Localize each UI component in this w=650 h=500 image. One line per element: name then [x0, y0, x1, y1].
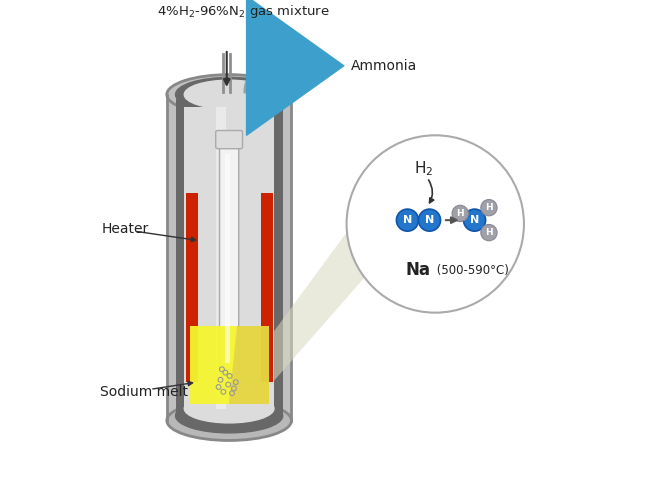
Bar: [190, 326, 268, 404]
Text: (500-590°C): (500-590°C): [433, 264, 509, 276]
Text: H: H: [456, 209, 464, 218]
Polygon shape: [264, 210, 369, 384]
Text: 4%H$_2$-96%N$_2$ gas mixture: 4%H$_2$-96%N$_2$ gas mixture: [157, 3, 330, 20]
FancyBboxPatch shape: [216, 130, 242, 148]
Text: N: N: [425, 215, 434, 225]
Polygon shape: [229, 326, 268, 404]
Bar: [186, 193, 198, 382]
Ellipse shape: [167, 400, 291, 440]
Bar: [167, 94, 291, 420]
Text: Heater: Heater: [102, 222, 150, 236]
Text: Sodium melt: Sodium melt: [99, 385, 188, 399]
Text: Ammonia: Ammonia: [352, 59, 417, 73]
Circle shape: [481, 224, 497, 241]
Ellipse shape: [176, 398, 283, 433]
Text: H$_2$: H$_2$: [413, 160, 433, 178]
Text: N: N: [470, 215, 479, 225]
Circle shape: [463, 209, 486, 231]
Text: Na: Na: [406, 261, 430, 279]
Circle shape: [346, 136, 524, 312]
Text: N: N: [403, 215, 412, 225]
Ellipse shape: [167, 74, 291, 114]
Circle shape: [452, 206, 469, 222]
Circle shape: [419, 209, 441, 231]
Ellipse shape: [176, 78, 283, 112]
Text: H: H: [485, 228, 493, 237]
Ellipse shape: [184, 394, 274, 423]
Circle shape: [396, 209, 419, 231]
Bar: [184, 106, 274, 408]
Bar: [216, 106, 226, 408]
Bar: [176, 100, 283, 415]
FancyBboxPatch shape: [220, 142, 239, 374]
Ellipse shape: [184, 80, 274, 109]
Text: H: H: [485, 203, 493, 212]
Bar: [226, 154, 230, 363]
Circle shape: [481, 200, 497, 216]
Bar: [261, 193, 272, 382]
